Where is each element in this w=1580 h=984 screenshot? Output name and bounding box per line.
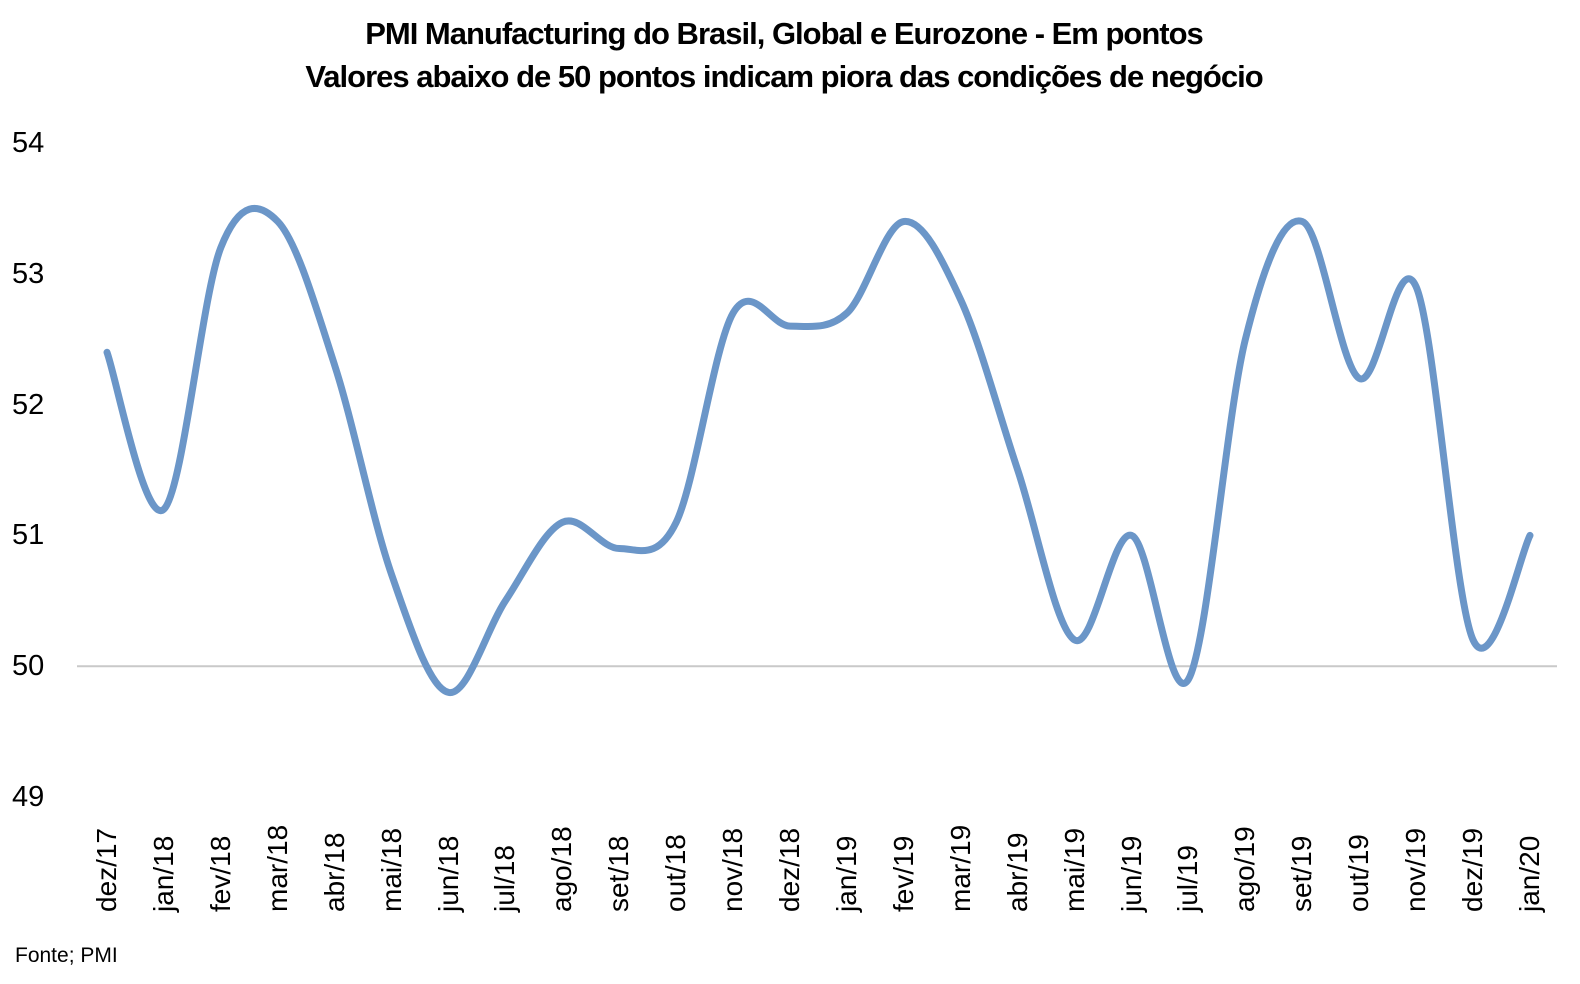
x-axis-tick-label: mar/19 — [944, 824, 976, 912]
y-axis-tick-label: 52 — [12, 388, 45, 421]
x-axis-tick-label: out/19 — [1343, 834, 1375, 912]
x-axis-tick-label: mai/19 — [1058, 827, 1090, 912]
x-axis-tick-label: abr/18 — [318, 832, 350, 912]
x-axis-tick-label: nov/18 — [717, 827, 749, 912]
x-axis-tick-label: jun/18 — [432, 835, 464, 912]
x-axis-tick-label: fev/18 — [204, 835, 236, 912]
source-note: Fonte; PMI — [15, 944, 118, 967]
y-axis-tick-label: 49 — [12, 781, 45, 813]
y-axis-tick-label: 50 — [12, 650, 45, 683]
y-axis-tick-label: 54 — [12, 127, 45, 159]
pmi-line-series — [103, 204, 1534, 696]
x-axis-tick-label: mar/18 — [261, 824, 293, 912]
x-axis-tick-label: set/18 — [603, 835, 635, 912]
x-axis-tick-label: dez/18 — [774, 827, 806, 912]
x-axis-tick-label: ago/18 — [546, 826, 578, 912]
chart-title-line2: Valores abaixo de 50 pontos indicam pior… — [305, 59, 1263, 94]
x-axis-tick-label: jun/19 — [1115, 835, 1147, 912]
x-axis-tick-label: jan/20 — [1514, 835, 1545, 912]
x-axis-tick-label: jan/18 — [147, 835, 179, 912]
x-axis-tick-label: nov/19 — [1400, 827, 1432, 912]
x-axis-tick-label: dez/17 — [91, 827, 122, 912]
y-axis-tick-label: 51 — [12, 519, 45, 552]
y-axis-tick-label: 53 — [12, 257, 45, 290]
chart-title: PMI Manufacturing do Brasil, Global e Eu… — [0, 12, 1568, 98]
x-axis-tick-label: ago/19 — [1229, 826, 1261, 912]
x-axis-tick-label: set/19 — [1286, 835, 1318, 912]
x-axis-tick-label: dez/19 — [1457, 827, 1489, 912]
x-axis-tick-label: jan/19 — [830, 835, 862, 912]
x-axis-tick-label: jul/18 — [489, 845, 521, 912]
x-axis-tick-label: jul/19 — [1172, 845, 1204, 912]
x-axis-tick-label: abr/19 — [1001, 832, 1033, 912]
x-axis-tick-label: mai/18 — [375, 827, 407, 912]
chart-title-line1: PMI Manufacturing do Brasil, Global e Eu… — [365, 16, 1204, 51]
x-axis-tick-label: out/18 — [660, 834, 692, 912]
x-axis-tick-label: fev/19 — [887, 835, 919, 912]
